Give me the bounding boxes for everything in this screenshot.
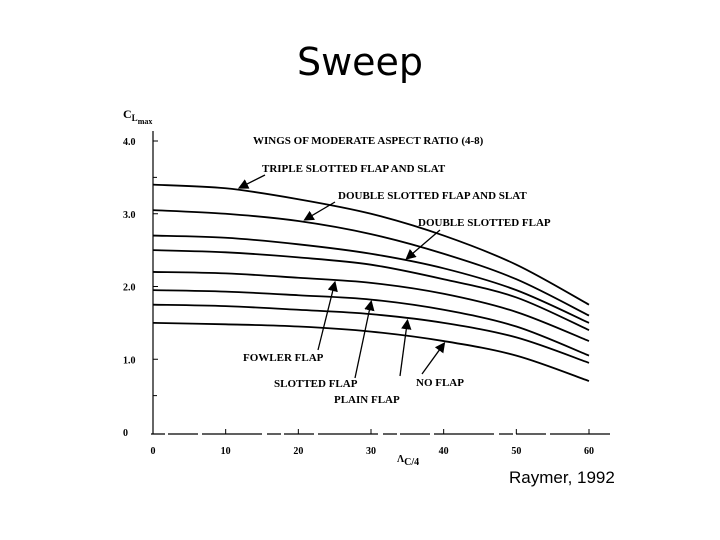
series-line-5 [152,271,590,342]
curve-label-1: TRIPLE SLOTTED FLAP AND SLAT [262,163,446,175]
leader-arrow-6 [354,300,375,379]
chart-title: WINGS OF MODERATE ASPECT RATIO (4-8) [253,135,484,147]
series-line-2 [152,209,590,317]
x-axis-label: ΛC/4 [397,454,419,468]
x-tick-label: 10 [221,446,231,457]
curve-label-7: PLAIN FLAP [334,394,400,406]
series-line-6 [152,289,590,357]
x-tick-label: 30 [366,446,376,457]
ticks: 0 1.0 2.0 3.0 4.0 0 10 20 30 40 50 60 [123,137,594,457]
source-credit: Raymer, 1992 [509,468,615,487]
y-axis-label: CLmax [123,107,152,126]
y-axis-label-sub: L [132,113,138,123]
x-tick-label: 60 [584,446,594,457]
x-tick-label: 20 [293,446,303,457]
y-tick-label: 0 [123,428,128,439]
y-axis-label-subsub: max [138,117,153,126]
x-axis-label-main: Λ [397,454,405,465]
curve-labels: TRIPLE SLOTTED FLAP AND SLAT DOUBLE SLOTT… [237,163,551,406]
x-tick-label: 0 [151,446,156,457]
series-line-7 [152,303,590,364]
leader-arrow-7 [399,318,412,377]
x-axis-label-sub: C/4 [404,457,419,468]
series-line-1 [152,183,590,306]
x-tick-label: 40 [439,446,449,457]
slide-title: Sweep [296,40,424,84]
y-tick-label: 4.0 [123,137,136,148]
series-line-3 [152,234,590,324]
curve-label-5: FOWLER FLAP [243,352,324,364]
curve-label-2: DOUBLE SLOTTED FLAP AND SLAT [338,190,527,202]
curve-label-3: DOUBLE SLOTTED FLAP [418,217,551,229]
y-tick-label: 2.0 [123,283,136,294]
curve-label-6: SLOTTED FLAP [274,378,358,390]
x-tick-label: 50 [511,446,521,457]
leader-arrow-8 [421,341,446,375]
y-tick-label: 1.0 [123,355,136,366]
leader-arrow-1 [237,174,266,189]
curves [152,183,590,382]
leader-arrow-3 [405,229,441,260]
leader-arrow-2 [303,201,336,221]
series-line-4 [152,249,590,331]
y-tick-label: 3.0 [123,210,136,221]
leader-arrow-5 [317,280,338,351]
y-axis-label-main: C [123,107,132,121]
series-line-8 [152,321,590,382]
axes [151,131,611,435]
curve-label-8: NO FLAP [416,377,464,389]
